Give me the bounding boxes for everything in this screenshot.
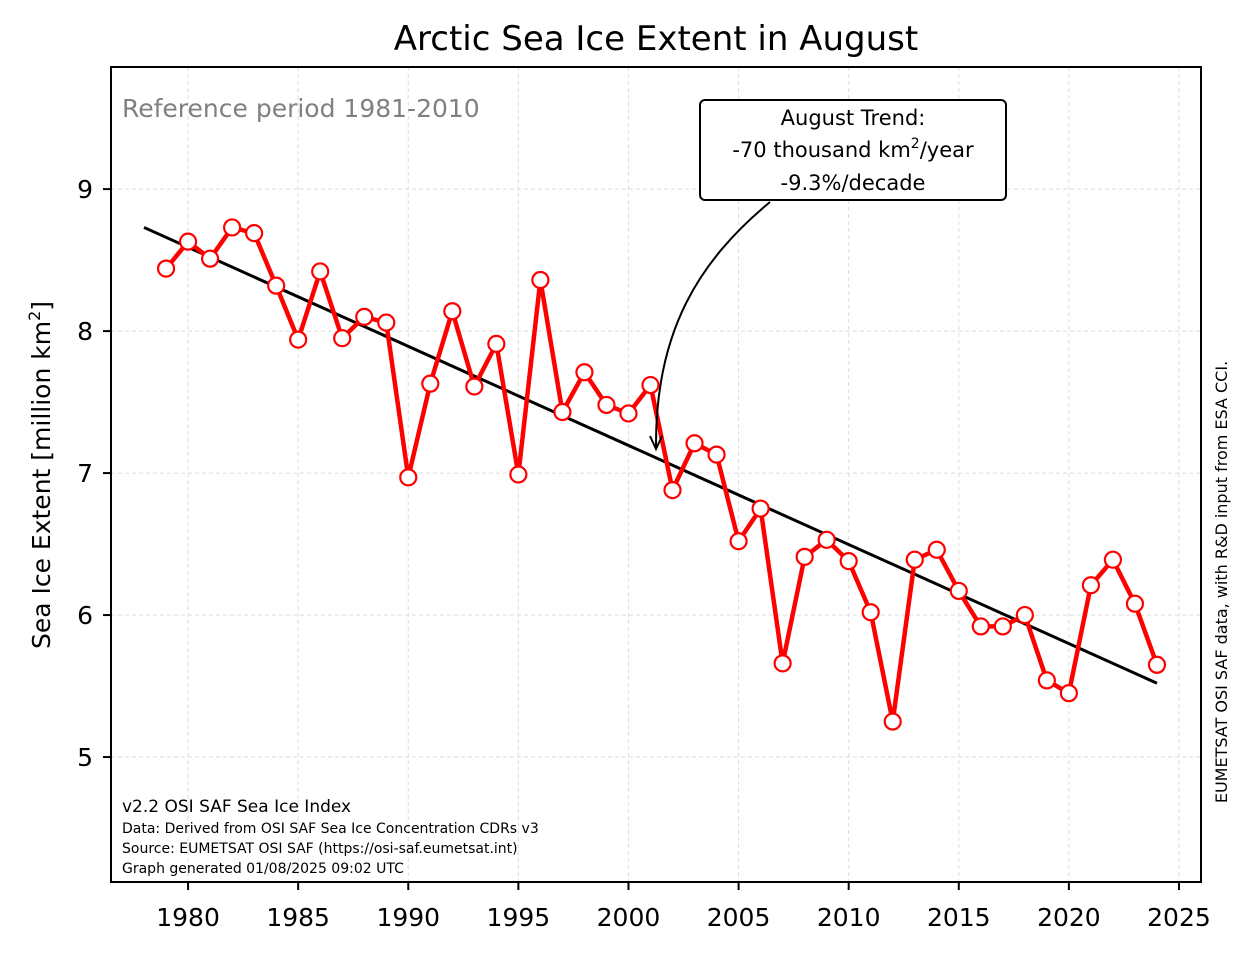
y-tick-label: 5 xyxy=(77,743,93,772)
side-note: EUMETSAT OSI SAF data, with R&D input fr… xyxy=(1212,361,1231,803)
data-point xyxy=(1015,605,1034,625)
y-axis-label-main: Sea Ice Extent [million km xyxy=(27,321,56,649)
x-tick-label: 2020 xyxy=(1037,903,1101,932)
data-point xyxy=(553,402,572,422)
data-point xyxy=(443,302,462,321)
x-tick-label: 1995 xyxy=(487,903,551,932)
x-tick-label: 2015 xyxy=(927,903,991,932)
y-tick-label: 6 xyxy=(77,601,93,630)
credit-data: Data: Derived from OSI SAF Sea Ice Conce… xyxy=(122,821,539,837)
data-point xyxy=(465,377,484,396)
credit-source: Source: EUMETSAT OSI SAF (https://osi-sa… xyxy=(122,841,518,857)
data-point xyxy=(333,329,352,348)
data-point xyxy=(861,603,880,622)
credit-generated: Graph generated 01/08/2025 09:02 UTC xyxy=(122,861,404,877)
trend-annotation: August Trend: -70 thousand km2/year -9.3… xyxy=(699,99,1007,201)
data-point xyxy=(1037,671,1056,690)
data-point xyxy=(883,712,902,731)
data-point xyxy=(377,313,396,332)
data-point xyxy=(399,468,418,487)
data-point xyxy=(751,499,770,518)
trend-line xyxy=(143,226,1158,685)
trend-line2-main: -70 thousand km xyxy=(732,138,910,162)
y-tick-label: 9 xyxy=(77,175,93,204)
data-point xyxy=(156,259,176,278)
credit-version: v2.2 OSI SAF Sea Ice Index xyxy=(122,797,351,817)
data-point xyxy=(1125,594,1145,613)
data-point xyxy=(355,307,374,326)
trend-annotation-line2: -70 thousand km2/year xyxy=(732,136,974,162)
trend-line2-end: /year xyxy=(920,138,974,162)
data-point xyxy=(773,654,792,673)
trend-annotation-box xyxy=(699,99,1007,201)
trend-arrow xyxy=(654,201,771,449)
data-point xyxy=(905,550,924,569)
data-point xyxy=(1081,576,1100,595)
data-point xyxy=(311,262,330,281)
y-tick-label: 7 xyxy=(77,459,93,488)
data-point xyxy=(641,375,660,395)
data-point xyxy=(619,404,638,423)
data-point xyxy=(487,334,506,353)
data-point xyxy=(839,552,858,571)
data-point xyxy=(1147,655,1167,674)
data-point xyxy=(949,581,968,601)
trend-line2-sup: 2 xyxy=(911,136,920,152)
data-point xyxy=(927,540,946,559)
y-axis-label-end: ] xyxy=(27,301,56,311)
x-tick-label: 2010 xyxy=(817,903,881,932)
series-group xyxy=(156,218,1167,731)
trend-annotation-line3: -9.3%/decade xyxy=(781,171,926,195)
data-point xyxy=(1103,550,1123,569)
data-point xyxy=(795,547,814,566)
data-point xyxy=(509,465,528,484)
x-tick-label: 1980 xyxy=(156,903,220,932)
x-tick-label: 2025 xyxy=(1147,903,1211,932)
data-point xyxy=(245,224,264,243)
data-point xyxy=(267,276,286,295)
data-point xyxy=(531,270,550,290)
data-point xyxy=(993,617,1012,636)
data-point xyxy=(685,434,704,453)
data-point xyxy=(575,363,594,382)
data-point xyxy=(1059,684,1078,703)
data-point xyxy=(971,617,990,636)
trend-annotation-line1: August Trend: xyxy=(781,106,926,130)
x-tick-label: 2000 xyxy=(597,903,661,932)
data-point xyxy=(178,232,198,251)
data-point xyxy=(421,374,440,393)
x-tick-label: 1985 xyxy=(266,903,330,932)
chart-title: Arctic Sea Ice Extent in August xyxy=(394,19,918,59)
data-point xyxy=(817,530,836,549)
reference-period-label: Reference period 1981-2010 xyxy=(122,94,480,123)
data-point xyxy=(663,481,682,500)
trend-line-group xyxy=(143,226,1158,685)
axis-ticks: 1980 1985 1990 1995 2000 2005 2010 2015 2020 2025… xyxy=(77,175,1211,932)
plot-frame xyxy=(110,66,1202,883)
y-axis-label-sup: 2 xyxy=(25,311,44,321)
y-tick-label: 8 xyxy=(77,317,93,346)
data-point xyxy=(707,445,726,464)
data-point xyxy=(200,249,220,268)
x-tick-label: 1990 xyxy=(376,903,440,932)
y-axis-label: Sea Ice Extent [million km2] xyxy=(25,301,56,649)
x-tick-label: 2005 xyxy=(707,903,771,932)
data-point xyxy=(223,218,242,237)
data-point xyxy=(729,532,748,551)
data-point xyxy=(289,330,308,349)
trend-arrow-head xyxy=(649,435,663,452)
data-point xyxy=(597,395,616,415)
